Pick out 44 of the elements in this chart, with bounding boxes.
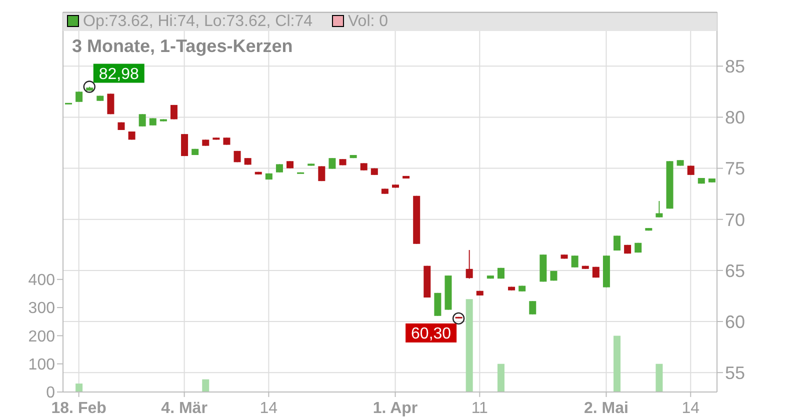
candlestick: [656, 200, 663, 218]
bar: [76, 384, 83, 392]
bar: [466, 299, 473, 392]
candlestick: [76, 91, 83, 102]
y-tick-label: 85: [725, 56, 746, 77]
bar: [656, 364, 663, 392]
y2-tick-label: 200: [28, 328, 56, 346]
bar: [202, 379, 210, 392]
candlestick: [318, 166, 326, 182]
y-tick-label: 55: [725, 362, 746, 383]
y-tick-label: 75: [725, 158, 746, 179]
y2-tick-label: 400: [28, 272, 56, 290]
annotation: Vol: 0: [347, 13, 388, 31]
x-tick-label: 11: [471, 400, 488, 417]
candlestick: [434, 292, 442, 316]
annotation: Op:73.62, Hi:74, Lo:73.62, Cl:74: [82, 13, 312, 31]
candlestick: [687, 165, 694, 176]
x-tick-label: 1. Apr: [372, 400, 418, 417]
x-tick-label: 18. Feb: [51, 400, 107, 417]
y-tick-label: 70: [725, 210, 746, 230]
x-tick-label: 14: [260, 400, 278, 417]
bar: [497, 364, 504, 392]
y-tick-label: 65: [725, 260, 746, 281]
annotation: 60,30: [411, 325, 452, 342]
candlestick: [170, 104, 178, 120]
y-tick-label: 60: [725, 312, 746, 332]
x-tick-label: 14: [682, 400, 700, 417]
annotation: 82,98: [98, 66, 139, 83]
candlestick: [614, 235, 621, 252]
candlestick: [466, 250, 473, 280]
y-tick-label: 80: [725, 108, 746, 128]
candlestick: [181, 134, 188, 157]
candlestick: [328, 158, 336, 170]
x-tick-label: 2. Mai: [584, 400, 628, 417]
candlestick: [107, 93, 114, 115]
candlestick: [571, 255, 578, 268]
text: 3 Monate, 1-Tages-Kerzen: [72, 36, 293, 57]
bar: [614, 336, 621, 392]
x-tick-label: 4. Mär: [161, 400, 208, 417]
candlestick: [138, 114, 146, 127]
y2-tick-label: 300: [28, 300, 56, 318]
candlestick: [529, 300, 536, 315]
y2-tick-label: 0: [46, 384, 56, 402]
y2-tick-label: 100: [28, 356, 56, 374]
